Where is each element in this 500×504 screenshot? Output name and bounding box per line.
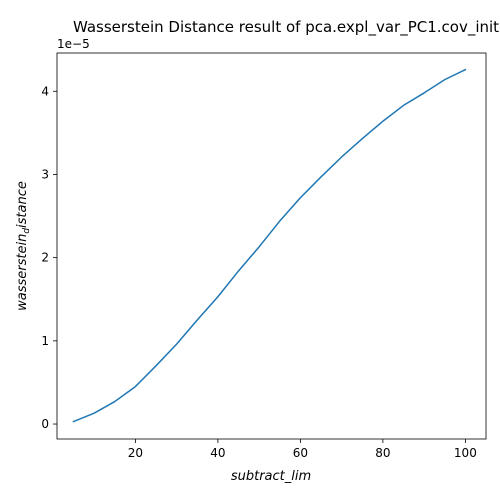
y-axis-label: wassersteindistance: [15, 181, 32, 311]
y-axis-label-main: wasserstein: [15, 234, 30, 311]
y-axis-label-tail: istance: [15, 181, 30, 228]
series-line-0: [72, 68, 467, 423]
x-tick-label-40: 40: [210, 446, 225, 460]
chart-title: Wasserstein Distance result of pca.expl_…: [73, 18, 499, 37]
y-axis-label-subscript: d: [22, 228, 32, 234]
axes-frame: [56, 52, 487, 440]
y-axis-offset-label: 1e−5: [57, 37, 90, 51]
x-tick-label-80: 80: [375, 446, 390, 460]
x-tick-label-100: 100: [454, 446, 477, 460]
x-axis-label: subtract_lim: [231, 469, 311, 484]
plot-area: 20 40 60 80 100 0 1 2 3 4: [41, 52, 487, 460]
y-tick-label-0: 0: [41, 417, 49, 431]
y-tick-label-3: 3: [41, 167, 49, 181]
y-tick-label-1: 1: [41, 334, 49, 348]
x-tick-label-20: 20: [128, 446, 143, 460]
y-tick-label-2: 2: [41, 251, 49, 265]
x-tick-label-60: 60: [293, 446, 308, 460]
y-tick-label-4: 4: [41, 84, 49, 98]
